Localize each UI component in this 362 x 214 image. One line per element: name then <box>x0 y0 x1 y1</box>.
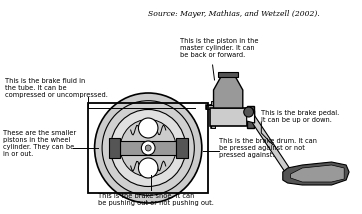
Bar <box>247 106 254 128</box>
Text: This is the brake fluid in
the tube. It can be
compressed or uncompressed.: This is the brake fluid in the tube. It … <box>5 78 108 98</box>
Polygon shape <box>291 165 344 182</box>
Text: These are the smaller
pistons in the wheel
cylinder. They can be
in or out.: These are the smaller pistons in the whe… <box>3 130 76 157</box>
Bar <box>218 72 238 77</box>
Circle shape <box>138 158 158 178</box>
Polygon shape <box>246 110 293 177</box>
Bar <box>109 138 120 158</box>
Bar <box>120 141 176 155</box>
Circle shape <box>138 118 158 138</box>
Bar <box>88 103 208 193</box>
Text: This is the brake drum. It can
be pressed against or not
pressed against.: This is the brake drum. It can be presse… <box>219 138 317 158</box>
Circle shape <box>111 110 186 186</box>
Polygon shape <box>251 108 254 123</box>
Polygon shape <box>247 111 254 123</box>
Circle shape <box>244 107 253 117</box>
Bar <box>176 138 188 158</box>
Circle shape <box>120 119 176 177</box>
Circle shape <box>102 101 194 195</box>
Text: Source: Mayer, Mathias, and Wetzell (2002).: Source: Mayer, Mathias, and Wetzell (200… <box>148 10 320 18</box>
Text: This is the piston in the
master cylinder. It can
be back or forward.: This is the piston in the master cylinde… <box>180 38 259 58</box>
Circle shape <box>142 141 155 155</box>
Circle shape <box>145 145 151 151</box>
Polygon shape <box>283 162 349 185</box>
Circle shape <box>94 93 202 203</box>
Polygon shape <box>214 76 243 108</box>
Text: This is the brake shoe. It can
be pushing out or not pushing out.: This is the brake shoe. It can be pushin… <box>97 193 213 206</box>
Text: This is the brake pedal.
It can be up or down.: This is the brake pedal. It can be up or… <box>261 110 340 123</box>
Bar <box>210 108 247 126</box>
